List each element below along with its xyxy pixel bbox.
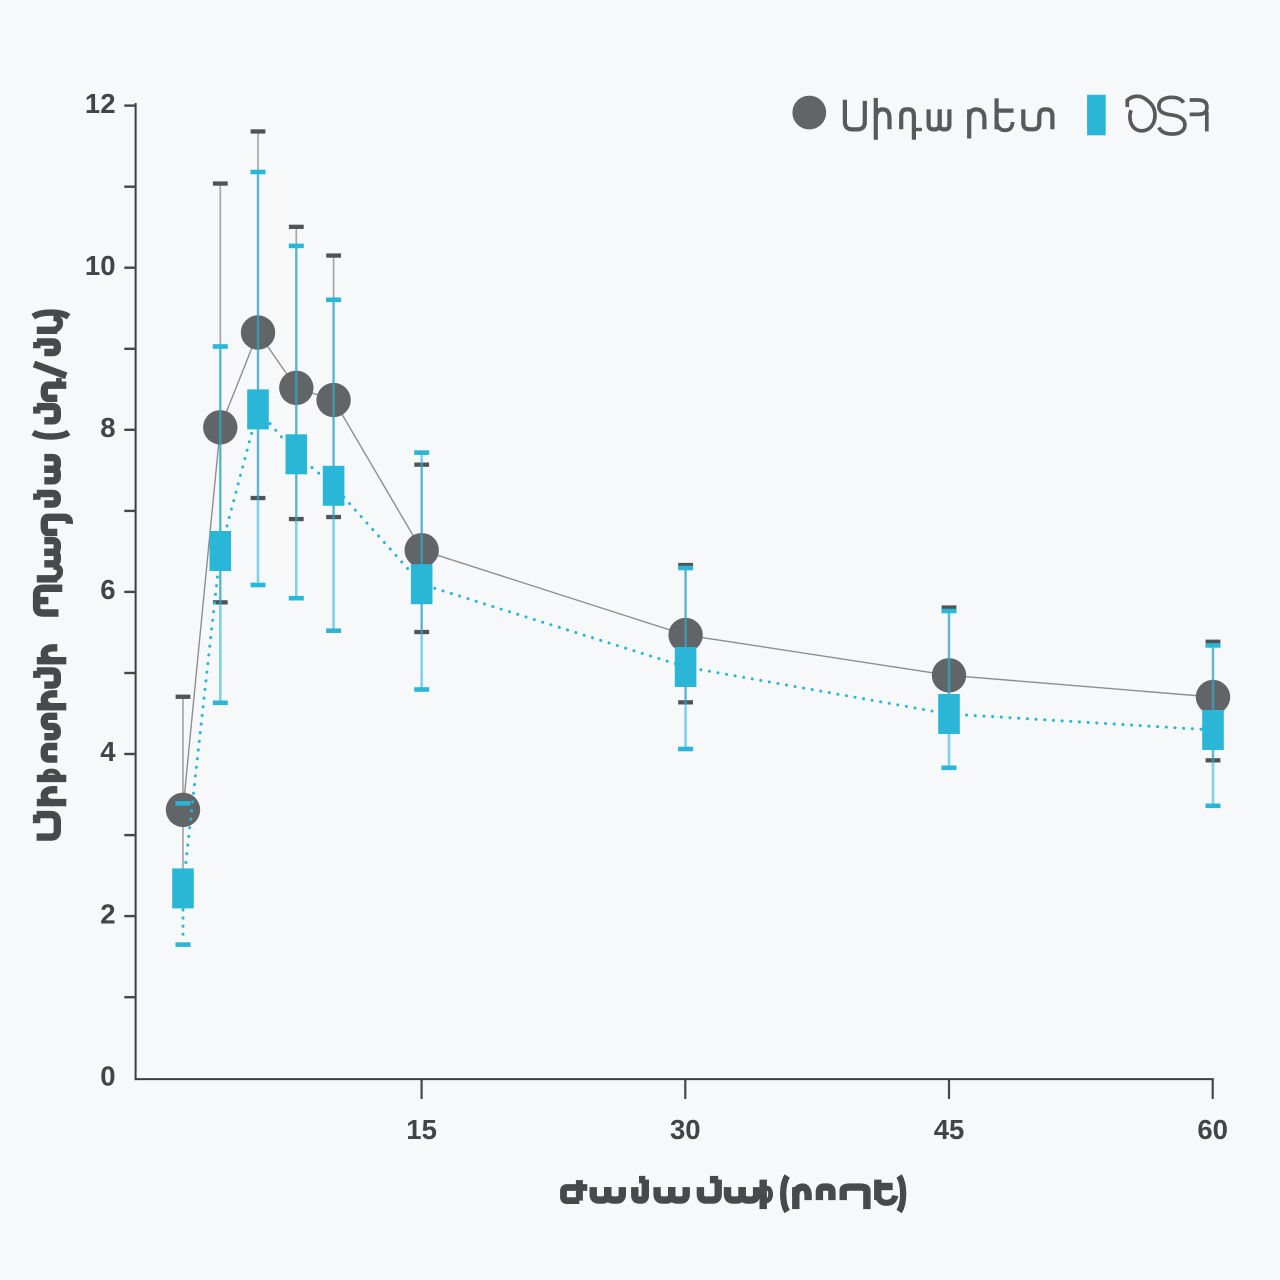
svg-text:4: 4 (100, 736, 116, 767)
svg-text:12: 12 (85, 88, 116, 119)
svg-text:8: 8 (100, 412, 115, 443)
svg-text:10: 10 (85, 250, 116, 281)
svg-text:15: 15 (406, 1114, 437, 1145)
svg-text:2: 2 (100, 898, 115, 929)
svg-text:45: 45 (934, 1114, 965, 1145)
svg-text:6: 6 (100, 574, 115, 605)
svg-text:60: 60 (1197, 1114, 1228, 1145)
svg-text:30: 30 (670, 1114, 701, 1145)
svg-text:0: 0 (100, 1060, 115, 1091)
